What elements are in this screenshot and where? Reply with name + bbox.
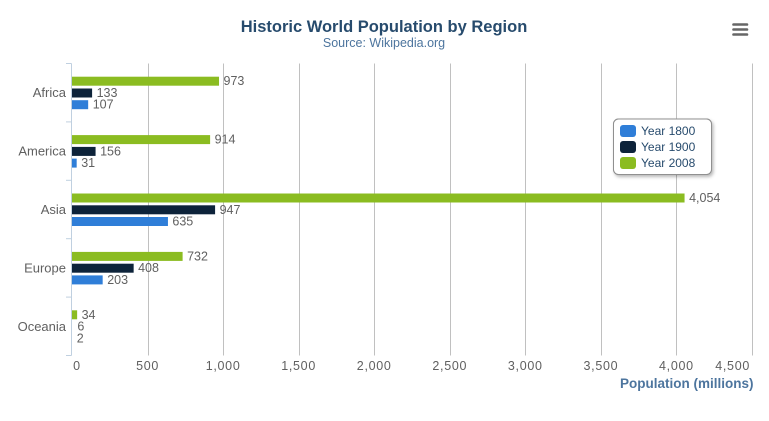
svg-text:4,500: 4,500 — [715, 359, 750, 373]
svg-text:3,500: 3,500 — [584, 359, 619, 373]
svg-text:Historic World Population by R: Historic World Population by Region — [241, 18, 528, 36]
svg-text:Europe: Europe — [24, 260, 66, 275]
svg-text:4,054: 4,054 — [689, 191, 720, 205]
svg-text:Year 1900: Year 1900 — [641, 140, 696, 154]
svg-text:947: 947 — [220, 203, 241, 217]
svg-text:2: 2 — [77, 331, 84, 345]
svg-text:408: 408 — [138, 261, 159, 275]
svg-text:Oceania: Oceania — [18, 319, 67, 334]
svg-text:Year 2008: Year 2008 — [641, 156, 696, 170]
svg-text:6: 6 — [77, 320, 84, 334]
svg-text:America: America — [18, 144, 66, 159]
svg-text:Population (millions): Population (millions) — [620, 376, 754, 391]
svg-text:Asia: Asia — [41, 202, 67, 217]
svg-text:914: 914 — [215, 133, 236, 147]
svg-text:973: 973 — [224, 74, 245, 88]
svg-text:500: 500 — [136, 359, 159, 373]
svg-text:2,000: 2,000 — [357, 359, 392, 373]
svg-text:635: 635 — [172, 215, 193, 229]
svg-text:Africa: Africa — [33, 85, 67, 100]
svg-text:Year 1800: Year 1800 — [641, 124, 696, 138]
svg-text:3,000: 3,000 — [508, 359, 543, 373]
svg-text:203: 203 — [107, 273, 128, 287]
svg-text:1,000: 1,000 — [206, 359, 241, 373]
svg-text:2,500: 2,500 — [432, 359, 467, 373]
svg-text:156: 156 — [100, 144, 121, 158]
svg-text:1,500: 1,500 — [281, 359, 316, 373]
svg-text:732: 732 — [187, 249, 208, 263]
svg-text:Source: Wikipedia.org: Source: Wikipedia.org — [323, 36, 445, 50]
svg-text:4,000: 4,000 — [659, 359, 694, 373]
svg-text:31: 31 — [81, 156, 95, 170]
svg-text:0: 0 — [73, 359, 81, 373]
svg-text:133: 133 — [97, 86, 118, 100]
svg-text:34: 34 — [82, 308, 96, 322]
svg-text:107: 107 — [93, 98, 114, 112]
